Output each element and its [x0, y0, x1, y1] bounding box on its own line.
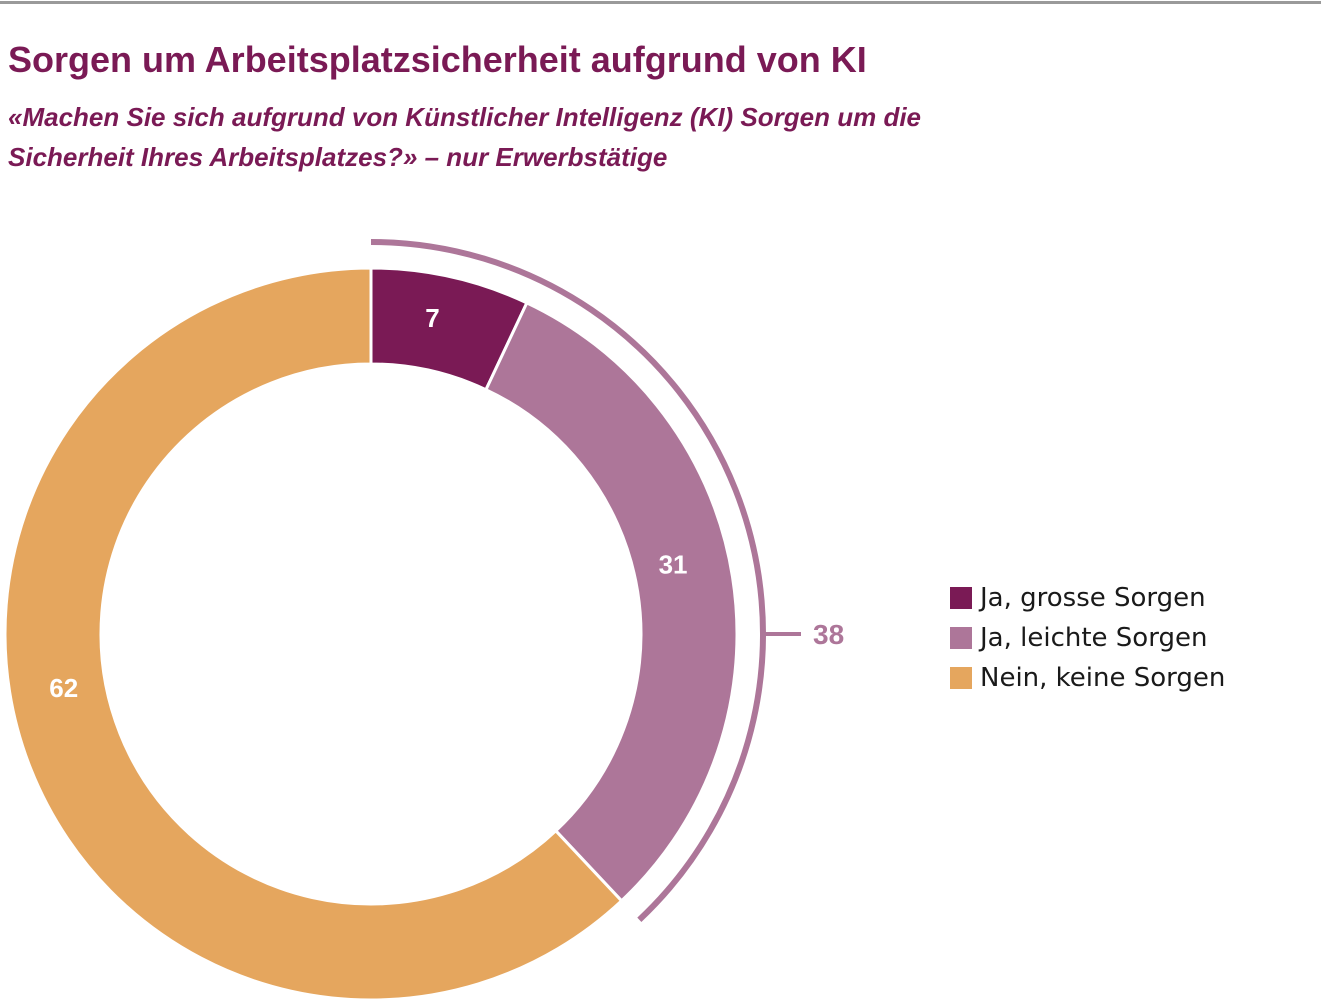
legend-swatch	[950, 667, 972, 689]
slice-leichte-sorgen	[483, 300, 739, 903]
legend: Ja, grosse Sorgen Ja, leichte Sorgen Nein,…	[950, 578, 1225, 698]
legend-label: Nein, keine Sorgen	[980, 663, 1226, 693]
legend-label: Ja, grosse Sorgen	[980, 583, 1206, 613]
bracket-arc	[370, 239, 766, 922]
legend-item-leichte-sorgen: Ja, leichte Sorgen	[950, 618, 1225, 658]
legend-item-grosse-sorgen: Ja, grosse Sorgen	[950, 578, 1225, 618]
donut-slices	[3, 266, 739, 1002]
legend-swatch	[950, 627, 972, 649]
slice-label-keine-sorgen: 62	[49, 673, 78, 703]
slice-label-grosse-sorgen: 7	[425, 303, 439, 333]
bracket-label: 38	[813, 619, 844, 650]
slice-labels: 7 31 62	[49, 303, 687, 703]
legend-item-keine-sorgen: Nein, keine Sorgen	[950, 658, 1225, 698]
chart-title: Sorgen um Arbeitsplatzsicherheit aufgrun…	[8, 39, 867, 80]
chart-subtitle: «Machen Sie sich aufgrund von Künstliche…	[8, 102, 922, 172]
slice-keine-sorgen	[3, 266, 624, 1002]
slice-label-leichte-sorgen: 31	[659, 549, 688, 579]
legend-label: Ja, leichte Sorgen	[980, 623, 1208, 653]
top-rule	[0, 1, 1321, 4]
group-bracket: 38	[370, 239, 844, 922]
legend-swatch	[950, 587, 972, 609]
